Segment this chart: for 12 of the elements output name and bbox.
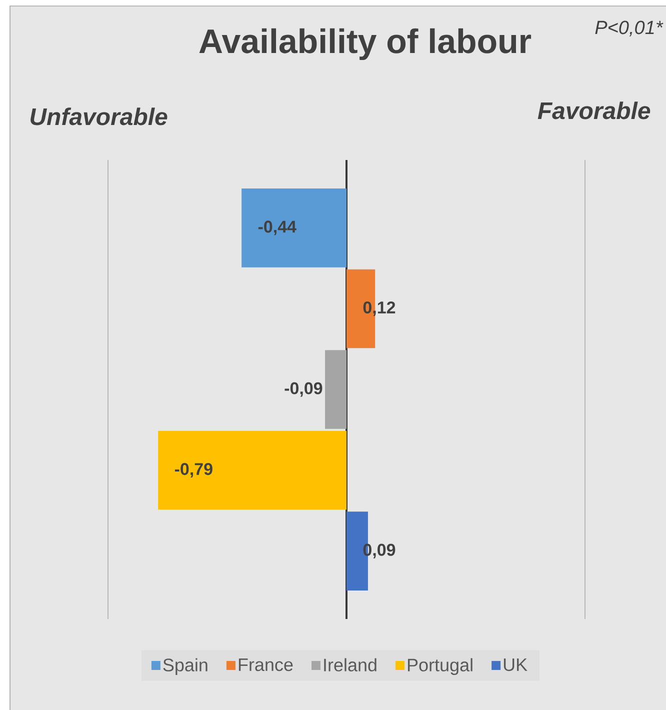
data-label: -0,44 xyxy=(258,220,296,236)
data-label: -0,09 xyxy=(284,382,322,397)
legend-label: Ireland xyxy=(324,658,376,672)
legend-label: France xyxy=(238,658,293,672)
text: Unfavorable xyxy=(30,108,168,126)
legend-label: Spain xyxy=(163,658,208,675)
chart-title: Availability of labour xyxy=(199,28,532,60)
data-label: -0,79 xyxy=(174,463,212,478)
legend-label: UK xyxy=(504,658,528,672)
text: P<0,01* xyxy=(595,20,664,36)
text: Favorable xyxy=(538,102,650,120)
legend-label: Portugal xyxy=(408,658,472,675)
